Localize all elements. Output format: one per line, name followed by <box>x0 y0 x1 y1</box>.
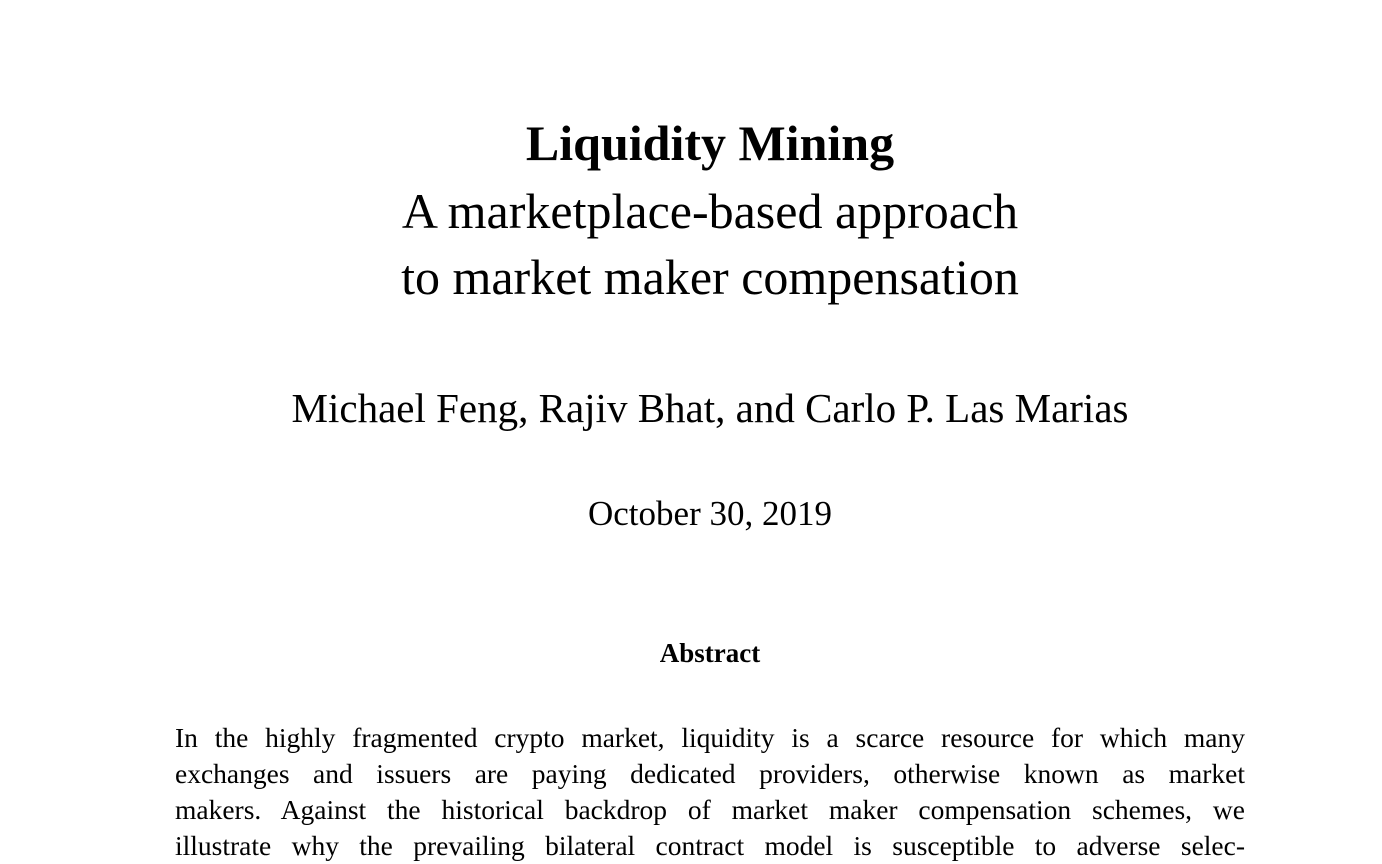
paper-subtitle-line-2: to market maker compensation <box>401 249 1019 305</box>
publication-date: October 30, 2019 <box>588 494 832 533</box>
abstract-line: In the highly fragmented crypto market, … <box>175 722 1245 753</box>
abstract-line: illustrate why the prevailing bilateral … <box>175 830 1245 861</box>
paper-subtitle-line-1: A marketplace-based approach <box>401 183 1019 239</box>
abstract-line: makers. Against the historical backdrop … <box>175 794 1245 825</box>
abstract-line: exchanges and issuers are paying dedicat… <box>175 758 1245 789</box>
abstract-heading: Abstract <box>659 638 761 668</box>
paper-title: Liquidity Mining <box>525 115 895 171</box>
abstract-body: In the highly fragmented crypto market, … <box>175 720 1245 864</box>
authors: Michael Feng, Rajiv Bhat, and Carlo P. L… <box>291 385 1129 431</box>
